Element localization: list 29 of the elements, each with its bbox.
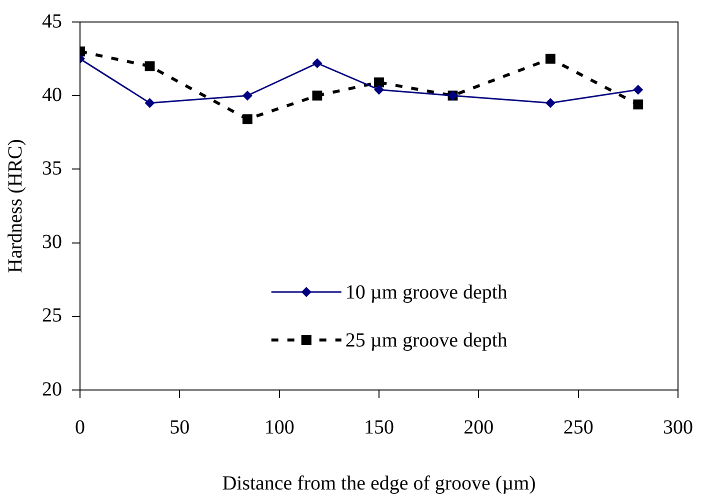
legend-label: 10 µm groove depth [345,281,508,304]
x-tick-label: 100 [264,416,294,438]
y-tick-label: 25 [42,304,62,327]
point [545,54,556,64]
x-tick-label: 250 [563,416,594,438]
point [312,58,322,68]
y-tick-label: 45 [42,10,62,32]
point [144,98,155,108]
point [633,99,644,110]
x-tick-label: 0 [75,416,85,438]
y-axis-title: Hardness (HRC) [4,139,26,273]
legend-label: 25 µm groove depth [345,329,508,352]
point [144,61,155,72]
x-tick-label: 300 [663,416,693,438]
x-tick-label: 150 [364,416,394,438]
point [312,90,322,101]
x-tick-label: 200 [464,416,494,438]
x-axis-title: Distance from the edge of groove (µm) [222,472,536,494]
point [242,114,252,124]
y-tick-label: 20 [42,378,62,400]
y-tick-label: 35 [42,157,62,180]
point [374,84,384,95]
y-tick-label: 40 [42,84,62,106]
x-tick-label: 50 [170,416,190,438]
point [633,84,644,95]
point [374,77,384,88]
y-tick-label: 30 [42,231,62,254]
point [242,90,252,101]
point [545,98,556,108]
